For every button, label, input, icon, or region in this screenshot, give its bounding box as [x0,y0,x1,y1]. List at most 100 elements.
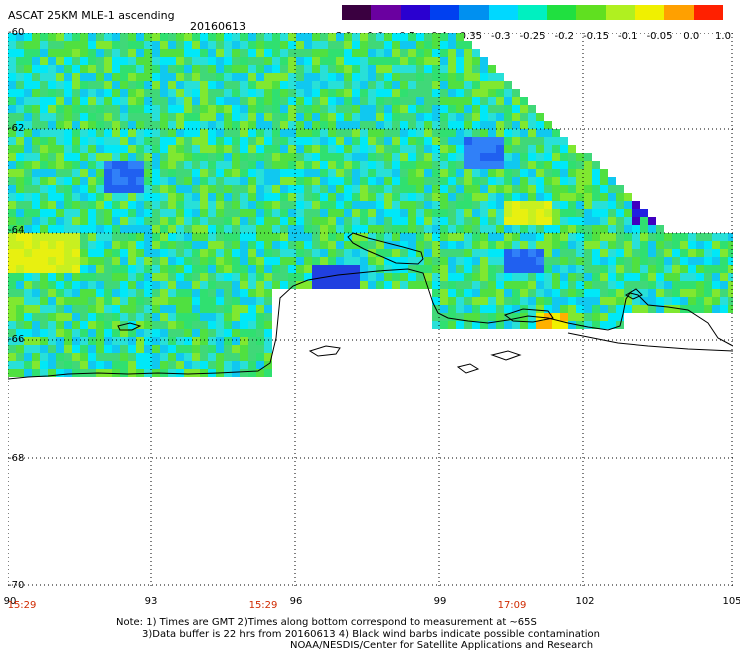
wind-cell [32,121,40,129]
wind-cell [104,49,112,57]
wind-cell [304,225,312,233]
wind-cell [144,137,152,145]
wind-cell [224,249,232,257]
wind-cell [344,73,352,81]
wind-cell [464,225,472,233]
wind-cell [104,297,112,305]
wind-cell [168,337,176,345]
wind-cell [304,113,312,121]
wind-cell [576,289,584,297]
wind-cell [144,81,152,89]
wind-cell [392,153,400,161]
wind-cell [72,41,80,49]
wind-cell [568,321,576,329]
wind-cell [568,265,576,273]
wind-cell [240,129,248,137]
wind-cell [528,313,536,321]
wind-cell [600,225,608,233]
wind-cell [80,113,88,121]
wind-cell [128,49,136,57]
wind-cell [256,353,264,361]
wind-cell [216,313,224,321]
wind-cell [232,273,240,281]
wind-cell [144,105,152,113]
wind-cell [504,81,512,89]
wind-cell [544,313,552,321]
wind-cell [216,193,224,201]
wind-cell [176,313,184,321]
wind-cell [424,209,432,217]
wind-cell [696,249,704,257]
wind-cell [128,89,136,97]
wind-cell [264,161,272,169]
wind-cell [328,33,336,41]
wind-cell [40,185,48,193]
wind-cell [464,249,472,257]
wind-cell [280,185,288,193]
wind-cell [56,97,64,105]
wind-cell [592,185,600,193]
wind-cell [544,273,552,281]
wind-cell [424,145,432,153]
wind-cell [360,201,368,209]
wind-cell [440,257,448,265]
wind-cell [560,161,568,169]
wind-cell [112,105,120,113]
note-line-2: 3)Data buffer is 22 hrs from 20160613 4)… [142,629,600,640]
wind-cell [616,249,624,257]
wind-cell [472,145,480,153]
wind-cell [336,33,344,41]
wind-cell [208,137,216,145]
wind-cell [376,265,384,273]
wind-cell [184,49,192,57]
wind-cell [704,265,712,273]
wind-cell [480,97,488,105]
wind-cell [224,121,232,129]
wind-cell [304,153,312,161]
wind-cell [376,217,384,225]
wind-cell [224,41,232,49]
wind-cell [344,33,352,41]
wind-cell [288,57,296,65]
wind-cell [400,113,408,121]
wind-cell [288,137,296,145]
wind-cell [168,49,176,57]
wind-cell [624,265,632,273]
wind-cell [128,209,136,217]
wind-cell [232,281,240,289]
wind-cell [64,289,72,297]
wind-cell [216,185,224,193]
wind-cell [200,185,208,193]
wind-cell [400,57,408,65]
wind-cell [160,209,168,217]
wind-cell [240,249,248,257]
wind-cell [16,153,24,161]
wind-cell [64,33,72,41]
wind-cell [232,33,240,41]
wind-cell [120,105,128,113]
wind-cell [64,281,72,289]
wind-cell [280,89,288,97]
wind-cell [152,153,160,161]
wind-cell [624,225,632,233]
wind-cell [472,57,480,65]
wind-cell [248,161,256,169]
wind-cell [528,217,536,225]
wind-cell [64,113,72,121]
wind-cell [384,49,392,57]
wind-cell [40,321,48,329]
wind-cell [416,89,424,97]
wind-cell [424,33,432,41]
wind-cell [232,225,240,233]
wind-cell [520,233,528,241]
wind-cell [136,353,144,361]
wind-cell [288,65,296,73]
wind-cell [400,193,408,201]
colorbar: -3.0-1.0-0.5-0.4-0.35-0.3-0.25-0.2-0.15-… [332,5,731,42]
wind-cell [160,321,168,329]
wind-cell [128,113,136,121]
wind-cell [24,57,32,65]
wind-cell [312,137,320,145]
wind-cell [240,329,248,337]
wind-cell [240,193,248,201]
